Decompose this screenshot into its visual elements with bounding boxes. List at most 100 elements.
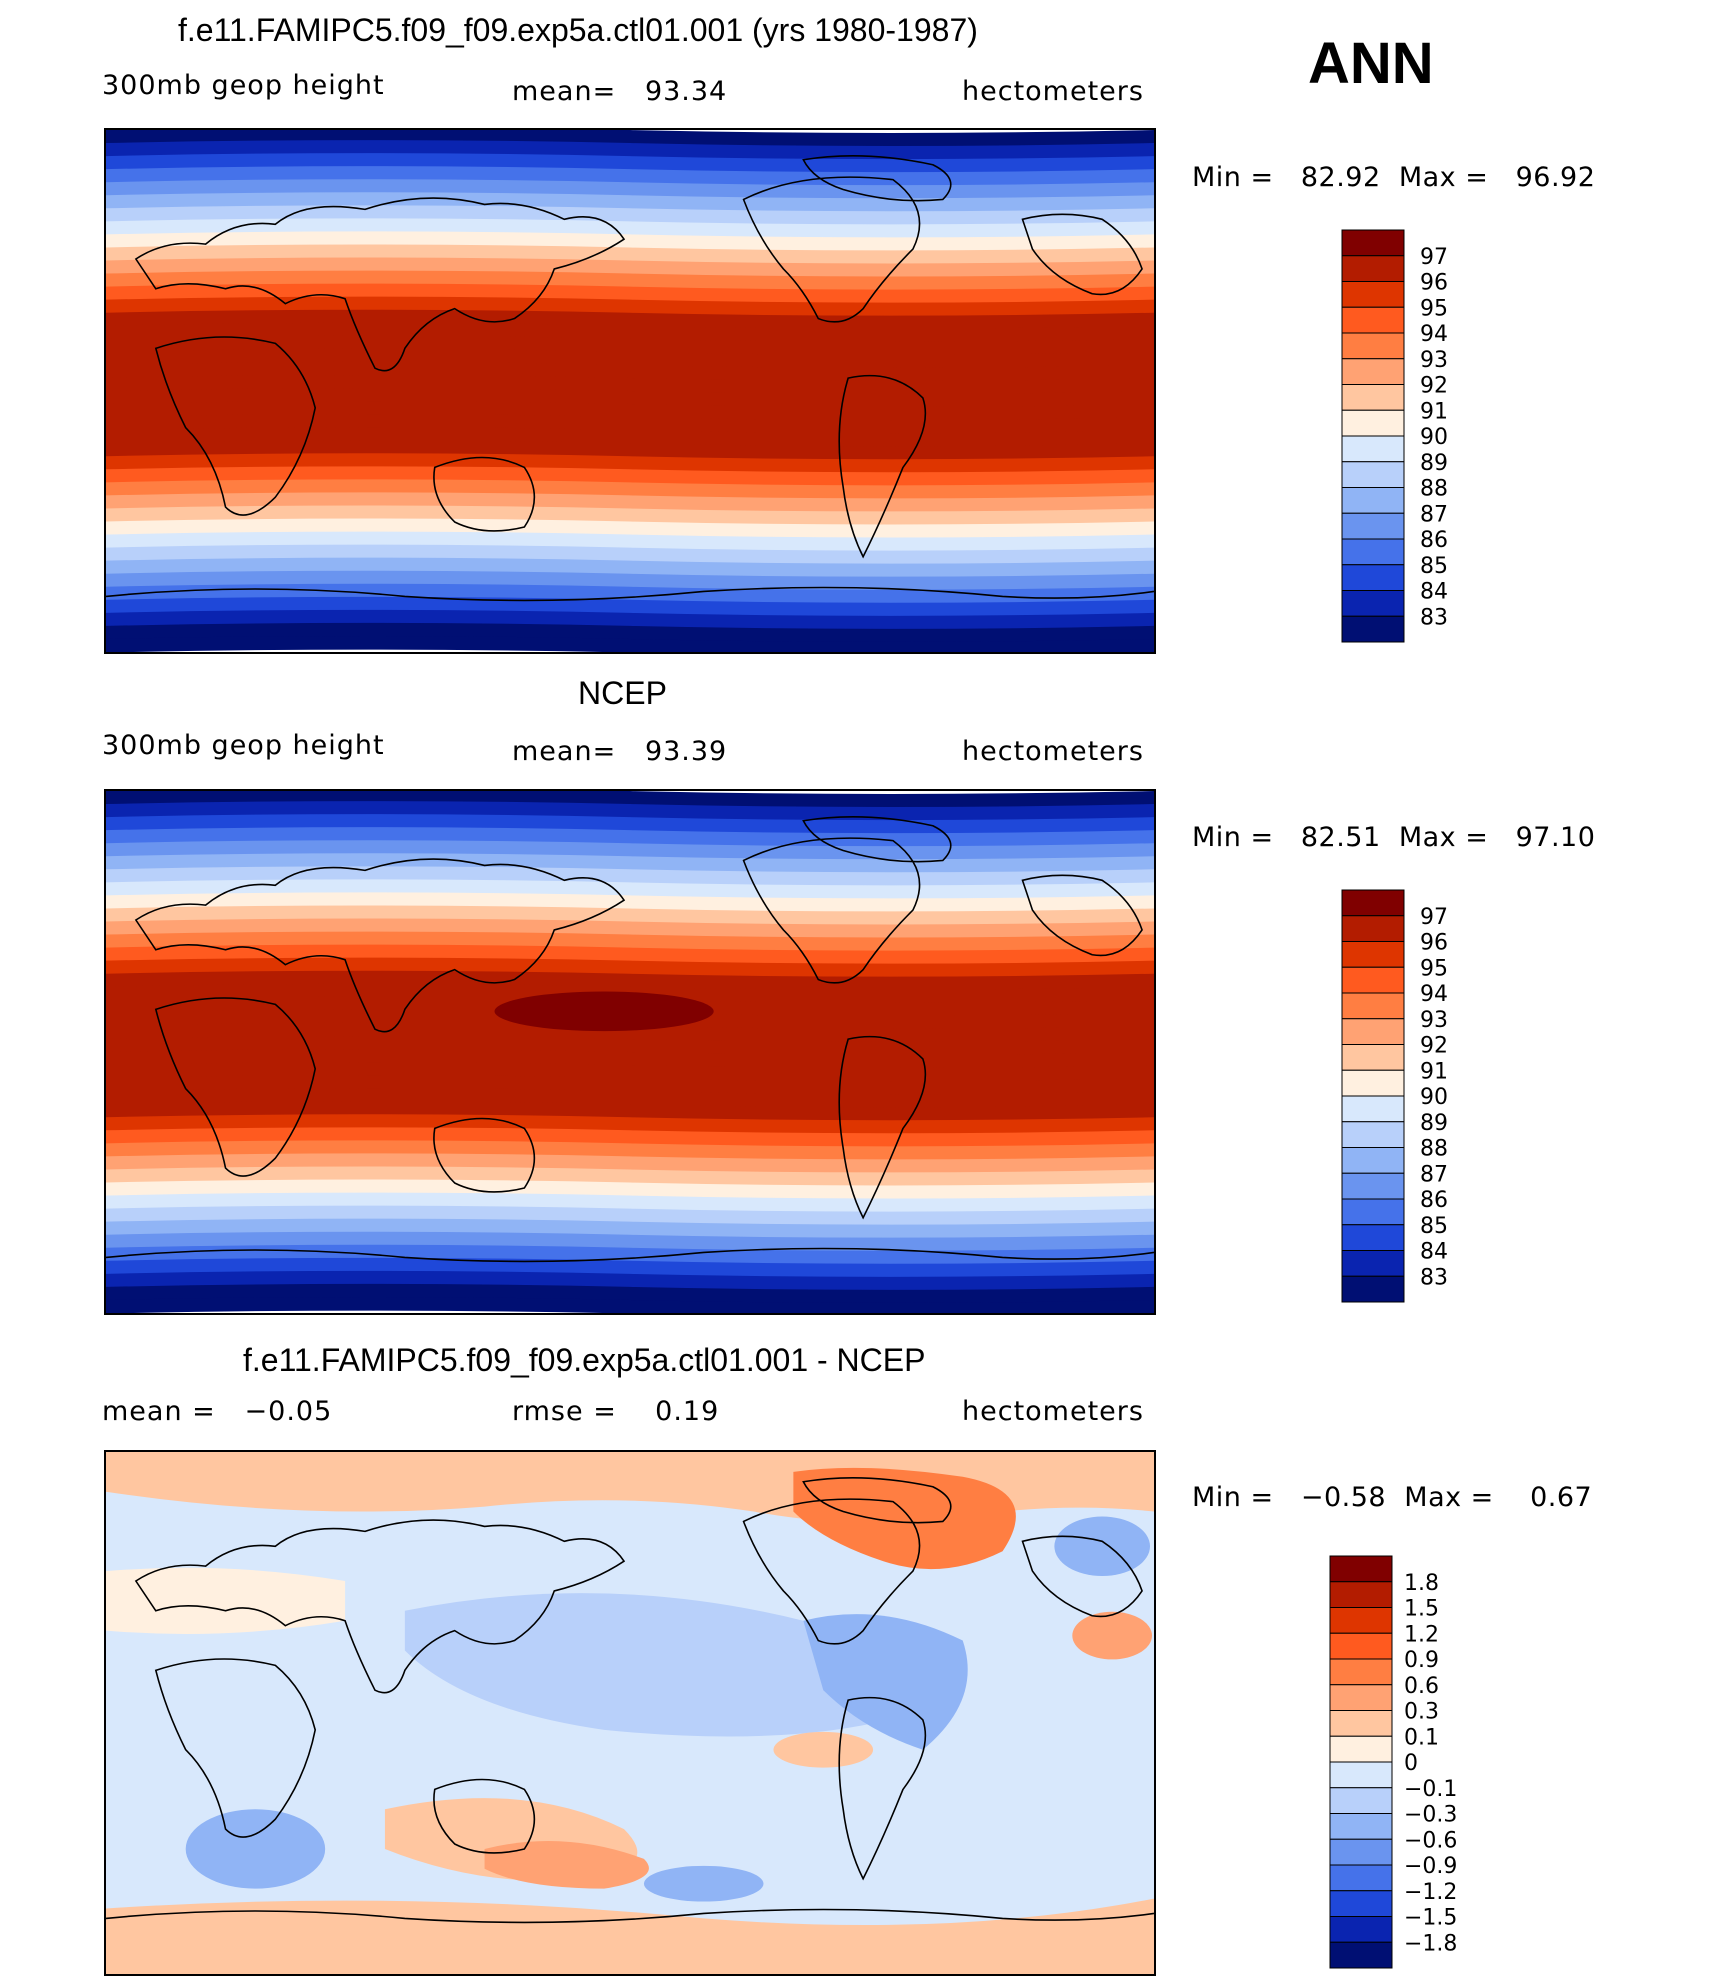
zonal-band bbox=[106, 892, 1154, 913]
zonal-band bbox=[106, 388, 1154, 408]
colorbar-swatch bbox=[1341, 358, 1405, 385]
colorbar-swatch bbox=[1341, 384, 1405, 411]
zonal-band bbox=[106, 335, 1154, 356]
zonal-band bbox=[106, 427, 1154, 447]
panel3-americas-negative bbox=[803, 1614, 968, 1750]
zonal-band bbox=[106, 440, 1154, 460]
coastline bbox=[742, 176, 921, 323]
coastline bbox=[134, 1519, 626, 1694]
zonal-band bbox=[106, 840, 1154, 860]
colorbar-label: 92 bbox=[1420, 1034, 1448, 1059]
colorbar-label: −1.2 bbox=[1404, 1880, 1457, 1905]
colorbar-label: 84 bbox=[1420, 580, 1448, 605]
colorbar-swatch bbox=[1341, 1069, 1405, 1097]
colorbar-label: −0.3 bbox=[1404, 1803, 1457, 1828]
colorbar-label: 92 bbox=[1420, 374, 1448, 399]
zonal-band bbox=[106, 1270, 1154, 1291]
colorbar-label: −1.5 bbox=[1404, 1906, 1457, 1931]
zonal-band bbox=[106, 1218, 1154, 1239]
coastline bbox=[1021, 213, 1143, 296]
colorbar-swatch bbox=[1341, 966, 1405, 994]
colorbar-label: 89 bbox=[1420, 1111, 1448, 1136]
zonal-band bbox=[106, 814, 1154, 834]
panel3-title: f.e11.FAMIPC5.f09_f09.exp5a.ctl01.001 - … bbox=[243, 1342, 926, 1378]
colorbar-swatch bbox=[1341, 255, 1405, 282]
colorbar-swatch bbox=[1341, 615, 1405, 643]
coastline bbox=[106, 1247, 1154, 1263]
panel1-units: hectometers bbox=[962, 76, 1144, 107]
zonal-band bbox=[106, 622, 1154, 643]
colorbar-swatch bbox=[1341, 1018, 1405, 1045]
colorbar-swatch bbox=[1341, 306, 1405, 334]
panel3-minmax: Min = −0.58 Max = 0.67 bbox=[1192, 1482, 1593, 1513]
colorbar-label: 96 bbox=[1420, 931, 1448, 956]
zonal-band bbox=[106, 1101, 1154, 1121]
zonal-band bbox=[106, 218, 1154, 238]
zonal-bands bbox=[106, 130, 1154, 652]
zonal-band bbox=[106, 1114, 1154, 1134]
zonal-band bbox=[106, 166, 1154, 186]
zonal-band bbox=[106, 1179, 1154, 1200]
colorbar-label: 0.3 bbox=[1404, 1700, 1439, 1725]
panel3-atlantic-positive bbox=[1072, 1611, 1153, 1660]
colorbar-label: 0 bbox=[1404, 1751, 1418, 1776]
colorbar-label: 97 bbox=[1420, 245, 1448, 270]
colorbar-swatch bbox=[1329, 1813, 1393, 1840]
zonal-band bbox=[106, 557, 1154, 578]
colorbar-swatch bbox=[1341, 1275, 1405, 1303]
panel3-mid-lat-neutral bbox=[106, 1567, 346, 1634]
zonal-band bbox=[106, 1283, 1154, 1304]
coastline bbox=[838, 1696, 927, 1881]
panel3-africa-slight-neg bbox=[125, 1647, 332, 1778]
colorbar-swatch bbox=[1341, 564, 1405, 591]
colorbar-swatch bbox=[1341, 1250, 1405, 1277]
zonal-band bbox=[106, 1075, 1154, 1095]
panel1-map bbox=[104, 128, 1156, 654]
zonal-band bbox=[106, 1231, 1154, 1252]
zonal-band bbox=[106, 905, 1154, 926]
colorbar-label: 1.2 bbox=[1404, 1622, 1439, 1647]
coastline bbox=[433, 1778, 536, 1854]
zonal-band bbox=[106, 322, 1154, 343]
panel3-atlantic-negative bbox=[1054, 1516, 1151, 1577]
colorbar-label: 86 bbox=[1420, 1188, 1448, 1213]
zonal-band bbox=[106, 374, 1154, 395]
panel1-coastlines bbox=[106, 155, 1154, 602]
zonal-band bbox=[106, 791, 1154, 808]
panel3-canada-positive bbox=[793, 1467, 1016, 1570]
zonal-band bbox=[106, 879, 1154, 899]
colorbar-label: 95 bbox=[1420, 296, 1448, 321]
colorbar-label: 93 bbox=[1420, 1008, 1448, 1033]
colorbar-label: 83 bbox=[1420, 605, 1448, 630]
zonal-band bbox=[106, 1088, 1154, 1108]
colorbar-label: −0.9 bbox=[1404, 1854, 1457, 1879]
colorbar-swatch bbox=[1329, 1735, 1393, 1763]
colorbar-swatch bbox=[1329, 1581, 1393, 1608]
colorbar-swatch bbox=[1341, 409, 1405, 437]
zonal-band bbox=[106, 596, 1154, 617]
coastline bbox=[154, 1658, 317, 1838]
zonal-band bbox=[106, 361, 1154, 382]
zonal-band bbox=[106, 296, 1154, 317]
zonal-band bbox=[106, 453, 1154, 473]
coastline bbox=[802, 1477, 952, 1524]
colorbar-swatch bbox=[1341, 941, 1405, 968]
zonal-band bbox=[106, 283, 1154, 304]
zonal-band bbox=[106, 505, 1154, 526]
zonal-band bbox=[106, 801, 1154, 821]
panel1-mean: mean= 93.34 bbox=[512, 76, 728, 107]
zonal-band bbox=[106, 1022, 1154, 1043]
coastline bbox=[154, 336, 317, 516]
panel2-colorbar: 97 96 95 94 93 92 91 90 89 88 87 86 85 84 83 bbox=[1341, 889, 1512, 1304]
zonal-band bbox=[106, 609, 1154, 630]
colorbar-swatch bbox=[1341, 590, 1405, 617]
zonal-band bbox=[106, 1035, 1154, 1056]
colorbar-label: 0.9 bbox=[1404, 1648, 1439, 1673]
colorbar-swatch bbox=[1329, 1658, 1393, 1686]
colorbar-swatch bbox=[1341, 1044, 1405, 1071]
colorbar-swatch bbox=[1329, 1916, 1393, 1943]
colorbar-swatch bbox=[1341, 538, 1405, 566]
zonal-band bbox=[106, 635, 1154, 652]
coastline bbox=[106, 586, 1154, 602]
zonal-band bbox=[106, 1153, 1154, 1174]
